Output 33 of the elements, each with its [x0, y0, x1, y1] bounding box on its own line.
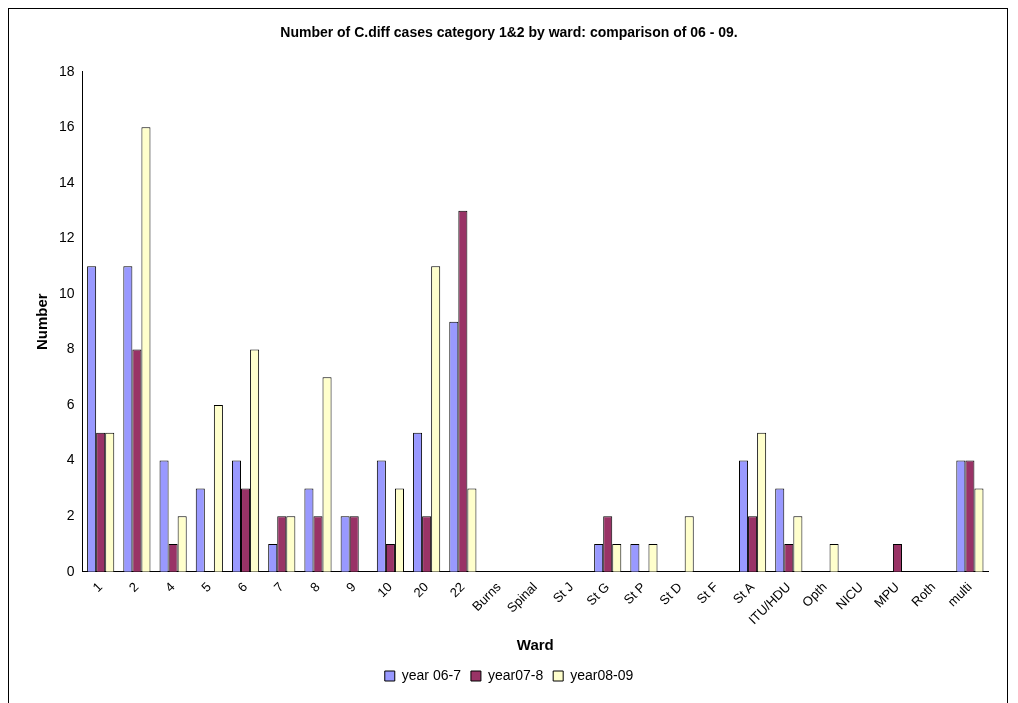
- x-tick-label: 5: [198, 579, 214, 595]
- x-tick-label: 8: [306, 579, 323, 595]
- x-tick-label: 9: [343, 579, 359, 595]
- y-tick-label: 8: [66, 340, 75, 357]
- x-tick-label: 4: [162, 579, 178, 595]
- x-tick-label: St D: [656, 579, 685, 608]
- x-tick-label: 6: [234, 579, 251, 595]
- x-tick-label: 1: [89, 579, 106, 595]
- y-tick-label: 6: [66, 395, 75, 412]
- legend-label: year 06-7: [401, 666, 462, 683]
- y-tick-label: 10: [58, 284, 75, 301]
- x-tick-label: St P: [620, 579, 649, 608]
- x-tick-label: 2: [125, 579, 142, 595]
- y-tick-label: 12: [58, 229, 75, 246]
- y-tick-label: 2: [66, 507, 75, 524]
- x-tick-label: 7: [270, 579, 287, 595]
- x-tick-label: St F: [693, 579, 722, 607]
- x-tick-label: 20: [410, 579, 432, 601]
- chart-title: Number of C.diff cases category 1&2 by ward: comparison of 06 - 09.: [280, 24, 738, 41]
- y-tick-label: 18: [58, 62, 75, 79]
- y-tick-label: 16: [58, 118, 75, 135]
- x-axis-title: Ward: [516, 636, 554, 654]
- x-tick-label: 10: [374, 579, 396, 601]
- x-tick-label: 22: [446, 579, 468, 601]
- legend-label: year07-8: [487, 666, 544, 683]
- x-tick-label: St J: [549, 579, 577, 606]
- x-tick-label: Opth: [799, 579, 830, 610]
- y-tick-label: 0: [66, 562, 75, 579]
- x-tick-label: St G: [583, 579, 613, 609]
- y-tick-label: 4: [66, 451, 75, 468]
- legend-label: year08-09: [570, 666, 634, 683]
- y-tick-label: 14: [58, 173, 75, 190]
- y-axis-title: Number: [33, 293, 51, 351]
